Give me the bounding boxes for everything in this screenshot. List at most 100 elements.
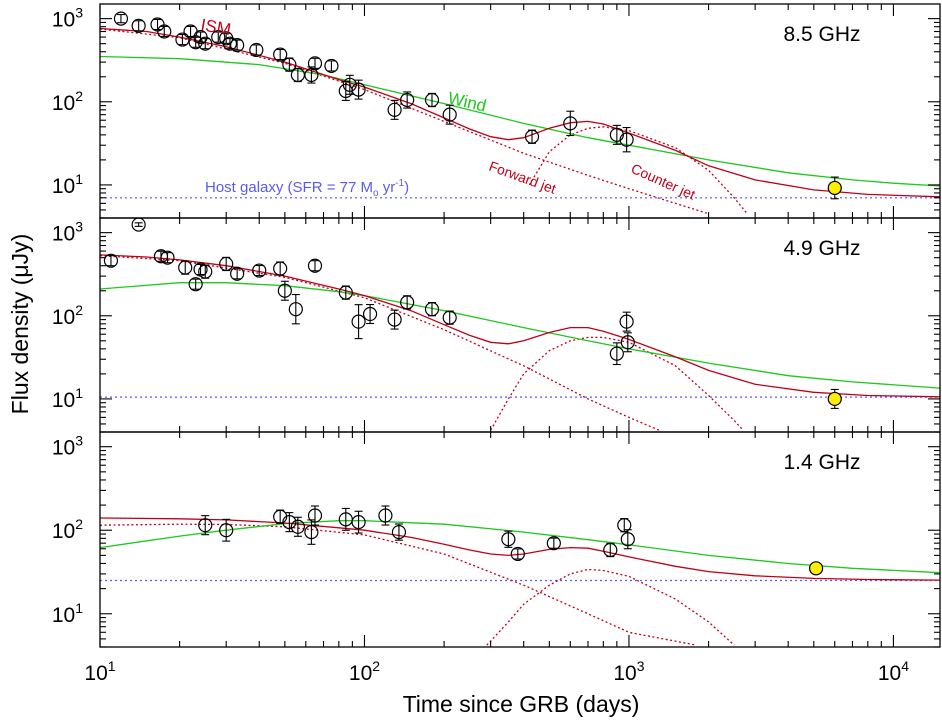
data-point [501,530,516,548]
data-point [342,74,357,95]
frequency-label: 8.5 GHz [783,23,860,46]
data-marker [304,524,319,540]
data-point [103,253,119,268]
y-axis-label: Flux density (μJy) [7,234,33,415]
data-marker [400,92,415,108]
data-point [619,311,634,332]
data-point [424,302,440,317]
data-marker [603,542,618,558]
panel-1: 101 102 103 8.5 GHz ISM Wind Forward jet Counte… [52,3,941,219]
data-point [391,523,407,541]
data-point [307,258,323,273]
data-marker [188,277,203,292]
data-point [230,266,245,281]
data-point [230,38,245,53]
data-point [288,294,303,325]
data-point [273,47,288,62]
data-marker [290,519,305,534]
data-point [609,342,624,366]
data-point [307,56,323,71]
data-marker [273,47,288,62]
data-marker [198,36,213,51]
data-point [546,536,561,551]
data-point [603,542,618,558]
panel-plot-area [100,505,940,646]
data-marker [222,36,238,51]
data-marker [288,302,303,317]
data-marker [391,524,407,540]
data-point [160,250,175,265]
data-point [563,110,578,137]
data-point [219,518,234,542]
data-point [619,126,634,153]
data-marker [103,253,119,268]
y-tick-label: 102 [52,88,83,115]
data-point [131,18,146,33]
data-marker [501,532,516,547]
data-point [304,519,319,545]
y-tick-label: 101 [52,600,83,627]
data-marker [230,38,245,53]
ism-model-curve [100,517,940,581]
data-marker [400,295,415,310]
data-marker [230,266,245,281]
data-marker [808,561,824,576]
data-point [178,260,193,275]
data-marker [277,283,292,298]
data-point [387,309,402,330]
ism-model-curve [100,27,940,198]
data-marker [211,29,226,45]
data-marker [442,107,457,122]
panels-layer: 101 102 103 8.5 GHz ISM Wind Forward jet Counte… [52,3,941,685]
y-tick-label: 102 [52,302,83,329]
forward-jet-annotation: Forward jet [487,158,558,197]
panel-plot-area [100,11,940,215]
data-point [113,11,129,26]
data-marker [510,546,525,562]
y-tick-label: 101 [52,171,83,198]
panel-3: 101 102 103 1.4 GHz [52,431,941,648]
data-marker [424,92,440,108]
data-marker [378,508,393,523]
data-point [198,36,213,51]
data-point [351,79,366,100]
data-marker [249,42,264,58]
data-point [157,24,172,39]
data-point [198,515,213,536]
panel-frame [99,431,941,648]
data-point [387,99,402,120]
data-marker [113,11,129,26]
data-point [524,129,540,144]
data-marker [609,127,624,142]
data-marker [282,57,297,72]
data-marker [351,82,366,97]
data-point [442,310,457,325]
counter-jet-curve [490,336,744,431]
data-point [150,17,165,32]
wind-model-curve [100,55,940,187]
data-marker [546,536,561,551]
data-marker [827,391,842,407]
wind-model-curve [100,282,940,389]
data-point [222,36,238,51]
panel-plot-area [100,218,940,431]
data-marker [563,116,578,131]
wind-model-curve [100,520,940,574]
data-marker [198,264,213,279]
data-marker [619,132,634,147]
data-point [338,285,353,300]
wind-annotation: Wind [446,88,488,115]
y-tick-label: 102 [52,516,83,543]
data-marker [387,312,402,327]
y-tick-label: 101 [52,385,83,412]
data-point [442,104,457,125]
late-data-point [827,388,842,409]
data-point [282,57,297,72]
data-point [249,42,264,58]
x-tick-label: 101 [84,658,115,685]
data-marker [219,256,234,272]
frequency-label: 4.9 GHz [783,237,860,260]
x-tick-label: 102 [349,658,380,685]
data-point [362,303,378,325]
data-point [351,304,366,340]
